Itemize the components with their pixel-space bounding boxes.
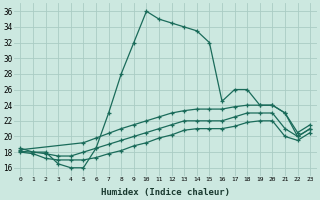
X-axis label: Humidex (Indice chaleur): Humidex (Indice chaleur): [101, 188, 230, 197]
